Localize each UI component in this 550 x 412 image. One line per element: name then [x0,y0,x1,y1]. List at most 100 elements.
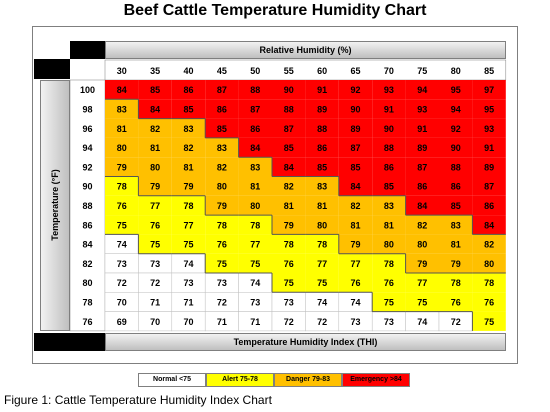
y-tick-label: 80 [82,278,92,288]
cell-value-label: 86 [317,143,327,153]
cell-value-label: 83 [317,182,327,192]
heatmap-cell [405,137,439,158]
cell-value-label: 92 [451,124,461,134]
cell-value-label: 80 [250,201,260,211]
heatmap-cell [138,195,172,216]
cell-value-label: 78 [451,278,461,288]
cell-value-label: 81 [117,124,127,134]
cell-value-label: 86 [183,85,193,95]
heatmap-cell [171,157,206,177]
heatmap-cell [372,234,406,254]
cell-value-label: 79 [284,220,294,230]
cell-value-label: 84 [417,201,427,211]
heatmap-cell [338,80,373,100]
heatmap-cell [238,215,272,235]
x-tick-label: 75 [417,66,427,76]
heatmap-cell [238,99,272,119]
cell-value-label: 78 [217,220,227,230]
cell-value-label: 75 [417,297,427,307]
cell-value-label: 95 [484,104,494,114]
heatmap-cell [305,234,339,254]
heatmap-cell [405,195,439,216]
cell-value-label: 83 [384,201,394,211]
cell-value-label: 90 [451,143,461,153]
heatmap-cell [472,273,506,293]
cell-value-label: 77 [317,259,327,269]
cell-value-label: 93 [484,124,494,134]
cell-value-label: 84 [150,104,160,114]
heatmap-cell [405,273,439,293]
cell-value-label: 89 [417,143,427,153]
cell-value-label: 73 [183,278,193,288]
heatmap-cell [305,273,339,293]
corner-block-mid [34,59,70,79]
heatmap-cell [171,137,206,158]
cell-value-label: 85 [217,124,227,134]
heatmap-cell [205,80,239,100]
cell-value-label: 84 [284,162,294,172]
heatmap-cell [338,118,373,138]
cell-value-label: 81 [451,240,461,250]
heatmap-cell [272,118,306,138]
cell-value-label: 87 [284,124,294,134]
cell-value-label: 76 [350,278,360,288]
x-axis-title: Relative Humidity (%) [105,41,506,59]
heatmap-cell [205,234,239,254]
heatmap-cell [205,137,239,158]
y-tick-label: 98 [82,104,92,114]
heatmap-cell [439,176,473,196]
cell-value-label: 83 [250,162,260,172]
cell-value-label: 70 [150,317,160,327]
heatmap-cell [472,292,506,312]
cell-value-label: 70 [183,317,193,327]
cell-value-label: 84 [350,182,360,192]
heatmap-cell [405,80,439,100]
heatmap-cell [105,157,139,177]
heatmap-cell [472,157,506,177]
y-tick-label: 76 [82,317,92,327]
heatmap-cell [372,118,406,138]
cell-value-label: 82 [484,240,494,250]
cell-value-label: 83 [117,104,127,114]
cell-value-label: 72 [117,278,127,288]
cell-value-label: 75 [150,240,160,250]
cell-value-label: 86 [250,124,260,134]
heatmap-cell [205,99,239,119]
cell-value-label: 73 [217,278,227,288]
heatmap-cell [238,234,272,254]
cell-value-label: 73 [117,259,127,269]
cell-value-label: 75 [117,220,127,230]
heatmap-cell [138,176,172,196]
heatmap-cell [305,118,339,138]
cell-value-label: 78 [484,278,494,288]
corner-block-top [70,41,105,59]
cell-value-label: 78 [117,182,127,192]
cell-value-label: 91 [317,85,327,95]
value-legend-title: Temperature Humidity Index (THI) [105,333,506,351]
heatmap-cell [439,195,473,216]
chart-title: Beef Cattle Temperature Humidity Chart [123,2,427,19]
y-tick-label: 88 [82,201,92,211]
cell-value-label: 75 [484,317,494,327]
legend-normal: Normal <75 [138,373,206,387]
cell-value-label: 74 [317,297,327,307]
heatmap-cell [171,215,206,235]
cell-value-label: 79 [350,240,360,250]
heatmap-cell [305,137,339,158]
cell-value-label: 88 [250,85,260,95]
heatmap-cell [171,80,206,100]
cell-value-label: 84 [484,220,494,230]
heatmap-cell [105,195,139,216]
heatmap-cell [338,157,373,177]
heatmap-cell [372,292,406,312]
heatmap-cell [439,253,473,273]
heatmap-cell [372,215,406,235]
heatmap-cell [439,292,473,312]
heatmap-cell [405,118,439,138]
chart-frame [32,26,518,364]
cell-value-label: 87 [217,85,227,95]
heatmap-cell [238,157,272,177]
heatmap-cell [405,292,439,312]
heatmap-cell [171,234,206,254]
